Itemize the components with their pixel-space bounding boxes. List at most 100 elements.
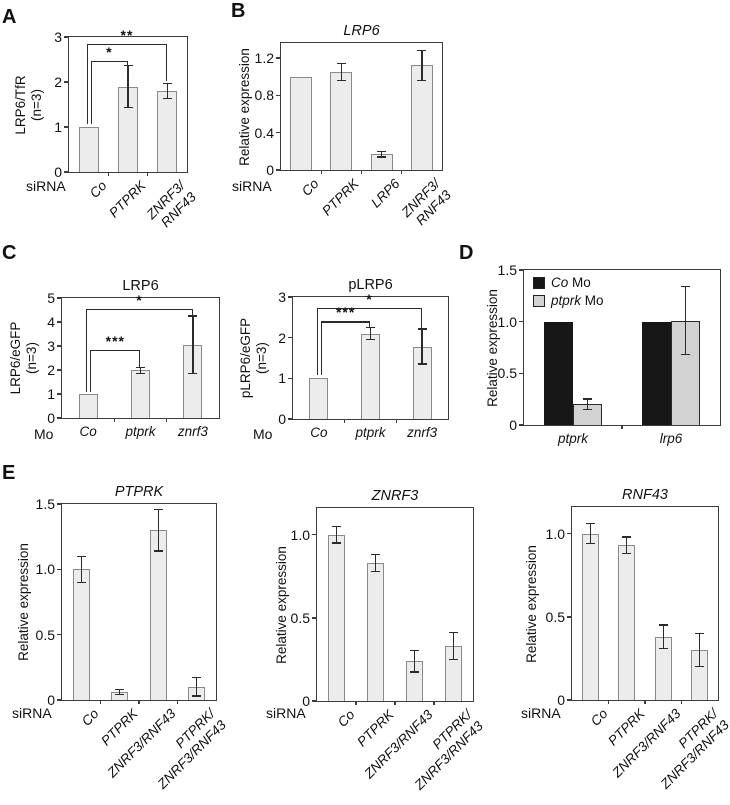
x-tick [107,172,110,176]
x-category-label: Co [298,176,322,199]
x-tick [395,419,398,423]
panel-b-chart: LRP6 Relative expression 0 0.4 0.8 1.2 Co PTPRK… [237,23,454,228]
x-tick [360,170,363,174]
x-tick [644,700,646,704]
y-tick [567,699,572,701]
bar [410,65,433,170]
error-bar-cap [622,552,632,555]
y-tick [57,699,62,701]
y-tick-label: 0.5 [290,609,310,626]
significance-bracket-line [316,307,319,376]
y-tick-label: 0 [54,164,62,180]
significance-bracket-line [369,321,371,327]
y-axis-label: Relative expression [523,544,539,663]
error-bar-cap [449,658,458,661]
chart-title: ZNRF3 [371,488,419,504]
error-bar [684,286,687,355]
error-bar-cap [162,83,172,85]
error-bar-cap [366,339,375,341]
bar [78,127,99,172]
y-tick [519,424,524,426]
error-bar [127,65,129,108]
panel-c-plrp6-chart: pLRP6 pLRP6/eGFP (n=3) 0 1 2 3 *** * Co ptprk znrf3 [238,277,449,440]
y-tick-label: 1 [54,119,62,135]
y-tick-label: 1 [278,370,286,387]
y-tick-label: 1 [47,386,55,402]
y-tick-label: 3 [278,289,286,305]
significance-bracket-line [86,44,88,125]
panel-e-ptprk-xaxis-prefix: siRNA [12,705,52,721]
panel-d-chart: Relative expression 0 0.5 1.0 1.5 ptprk lrp6 Co… [485,262,721,446]
error-bar-cap [153,508,163,510]
error-bar-cap [417,328,427,330]
bar [581,533,599,700]
error-bar [196,677,198,697]
error-bar-cap [681,354,690,356]
x-category-label: PTPRK [319,176,362,219]
bar [290,76,313,170]
error-bar-cap [136,372,145,375]
y-axis-label: LRP6/eGFP (n=3) [7,321,39,395]
error-bar-cap [188,315,198,317]
y-tick [567,532,572,535]
chart-title: RNF43 [622,487,668,503]
panel-c-lrp6-chart: LRP6 LRP6/eGFP (n=3) 0 1 2 3 4 5 *** * Co ptprk znrf3 [8,278,220,439]
error-bar-cap [192,695,202,697]
error-bar [380,151,383,157]
x-category-label: Co [86,178,110,201]
error-bar [589,523,591,544]
bar [157,91,178,172]
x-tick [433,701,435,705]
y-tick-label: 4 [47,314,55,330]
error-bar-cap [417,79,427,82]
error-bar-cap [123,106,133,108]
significance-bracket-line [166,44,168,82]
x-category-label: ZNRF3/RNF43 [143,178,199,230]
y-tick-label: 0 [302,693,310,709]
y-tick-label: 3 [47,338,55,354]
error-bar-cap [449,632,458,634]
significance-bracket-line [320,321,323,376]
error-bar [369,327,372,340]
error-bar [452,632,455,660]
significance-stars: * [136,291,143,308]
error-bar-cap [371,553,380,556]
x-tick [343,419,346,423]
y-tick [57,417,62,419]
error-bar-cap [681,285,690,288]
x-tick [176,700,179,704]
error-bar-cap [585,522,595,525]
y-tick-label: 1.0 [545,525,565,542]
x-category-label: ptprk [355,425,386,440]
x-category-label: Co [334,707,358,730]
legend: Co Mo ptprk Mo [533,275,604,308]
x-tick [165,418,168,422]
error-bar-cap [658,647,668,650]
y-tick [312,533,317,536]
error-bar-cap [336,62,346,65]
error-bar-cap [336,79,346,82]
y-tick [64,81,69,83]
significance-bracket-line [90,60,128,63]
bar [309,378,329,419]
panel-a-label: A [2,6,17,28]
significance-stars: ** [120,27,134,44]
chart-title: LRP6 [122,278,159,294]
x-category-label: LRP6 [367,176,403,211]
error-bar-cap [417,363,427,365]
y-tick-label: 2 [47,362,55,378]
error-bar-cap [153,550,163,552]
x-category-label: PTPRK [106,178,149,221]
x-tick [607,700,610,704]
error-bar [166,83,169,99]
y-tick [57,321,62,323]
y-tick [567,616,572,618]
error-bar-cap [410,649,419,651]
error-bar-cap [76,581,86,584]
x-tick [394,701,396,705]
panel-e-rnf43-xaxis-prefix: siRNA [521,705,561,721]
y-tick-label: 0.4 [254,124,274,141]
error-bar-cap [377,150,387,152]
error-bar [421,50,423,81]
